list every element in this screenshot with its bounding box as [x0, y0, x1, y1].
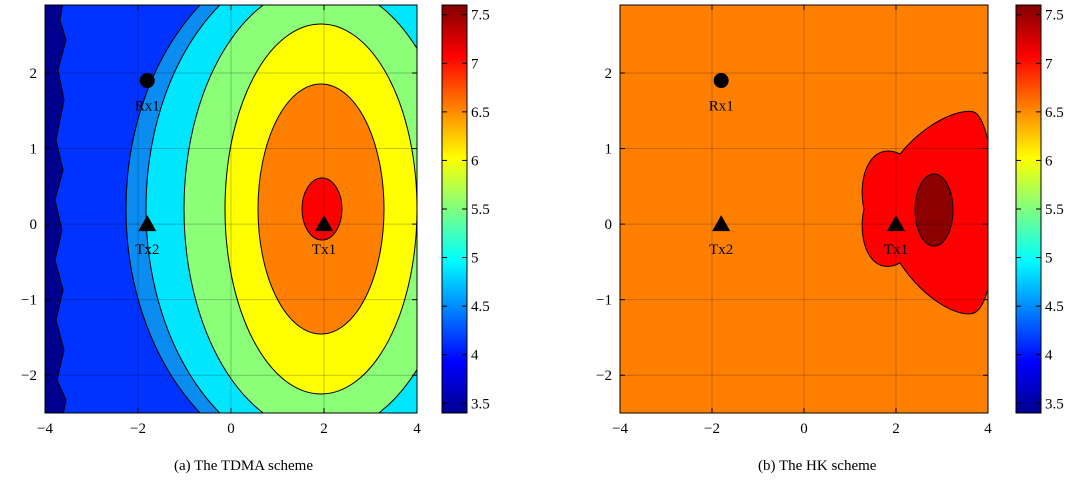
x-tick-label: 0 [227, 421, 235, 437]
panel-a-colorbar: 3.5 4 4.5 5 5.5 6 6.5 7 7.5 [441, 4, 490, 414]
caption-b: (b) The HK scheme [758, 458, 877, 474]
colorbar-tick-label: 4 [1045, 348, 1053, 364]
y-tick-label: −1 [21, 293, 37, 309]
colorbar-tick-label: 7.5 [471, 8, 490, 24]
x-tick-label: 2 [320, 421, 328, 437]
x-tick-label: −2 [704, 421, 720, 437]
panel-b-points: Rx1 Tx2 Tx1 [709, 73, 908, 258]
caption-a: (a) The TDMA scheme [174, 458, 313, 474]
panel-b: −4 −2 0 2 4 −2 −1 0 1 2 Rx1 Tx2 Tx1 3.5 4 4.5 5 5.5 6 6.5… [596, 4, 1064, 437]
panel-a-grid [45, 5, 417, 413]
marker-label-rx1: Rx1 [135, 99, 160, 115]
x-tick-label: 4 [413, 421, 421, 437]
colorbar-tick-label: 6.5 [1045, 105, 1064, 121]
marker-tx2 [138, 215, 157, 232]
y-tick-label: 1 [30, 142, 38, 158]
panel-b-ticks: −4 −2 0 2 4 −2 −1 0 1 2 [596, 5, 992, 437]
marker-label-tx1: Tx1 [312, 242, 336, 258]
panel-a-level-7-0 [301, 177, 343, 241]
panel-a-points: Rx1 Tx2 Tx1 [135, 73, 336, 258]
colorbar-tick-label: 5.5 [471, 202, 490, 218]
y-tick-label: 2 [605, 66, 613, 82]
colorbar-tick-label: 3.5 [1045, 396, 1064, 412]
y-tick-label: −2 [596, 368, 612, 384]
y-tick-label: 0 [605, 217, 613, 233]
x-tick-label: −4 [37, 421, 53, 437]
marker-label-tx2: Tx2 [135, 242, 159, 258]
panel-b-level-7-5 [914, 173, 954, 247]
colorbar-tick-label: 6.5 [471, 105, 490, 121]
marker-tx1 [315, 215, 333, 232]
panel-a-colorbar-ticks: 3.5 4 4.5 5 5.5 6 6.5 7 7.5 [442, 8, 490, 412]
x-tick-label: 2 [892, 421, 900, 437]
marker-rx1 [713, 73, 729, 89]
colorbar-tick-label: 7.5 [1045, 8, 1064, 24]
colorbar-tick-label: 4.5 [1045, 299, 1064, 315]
panel-b-colorbar: 3.5 4 4.5 5 5.5 6 6.5 7 7.5 [1015, 4, 1064, 414]
colorbar-tick-label: 7 [1045, 56, 1053, 72]
marker-rx1 [139, 73, 155, 89]
y-tick-label: −2 [21, 368, 37, 384]
panel-a-ticks: −4 −2 0 2 4 −2 −1 0 1 2 [21, 5, 421, 437]
colorbar-tick-label: 4 [471, 348, 479, 364]
marker-label-tx2: Tx2 [709, 242, 733, 258]
colorbar-tick-label: 3.5 [471, 396, 490, 412]
panel-b-contours [620, 5, 988, 413]
panel-b-grid [620, 5, 988, 413]
colorbar-tick-label: 5.5 [1045, 202, 1064, 218]
y-tick-label: 2 [30, 66, 38, 82]
x-tick-label: 0 [800, 421, 808, 437]
marker-label-tx1: Tx1 [884, 242, 908, 258]
colorbar-tick-label: 6 [471, 153, 479, 169]
marker-label-rx1: Rx1 [709, 99, 734, 115]
panel-a: −4 −2 0 2 4 −2 −1 0 1 2 Rx1 Tx2 Tx1 3.5 4 4.5 5 5.5 6 6.5… [21, 4, 490, 437]
x-tick-label: 4 [984, 421, 992, 437]
colorbar-tick-label: 5 [1045, 251, 1053, 267]
x-tick-label: −4 [612, 421, 628, 437]
colorbar-tick-label: 4.5 [471, 299, 490, 315]
colorbar-tick-label: 5 [471, 251, 479, 267]
panel-a-contours [45, 5, 417, 413]
panel-b-colorbar-ticks: 3.5 4 4.5 5 5.5 6 6.5 7 7.5 [1016, 8, 1064, 412]
y-tick-label: 0 [30, 217, 38, 233]
colorbar-tick-label: 7 [471, 56, 479, 72]
marker-tx2 [712, 215, 731, 232]
marker-tx1 [887, 215, 905, 232]
y-tick-label: 1 [605, 142, 613, 158]
colorbar-tick-label: 6 [1045, 153, 1053, 169]
y-tick-label: −1 [596, 293, 612, 309]
x-tick-label: −2 [130, 421, 146, 437]
